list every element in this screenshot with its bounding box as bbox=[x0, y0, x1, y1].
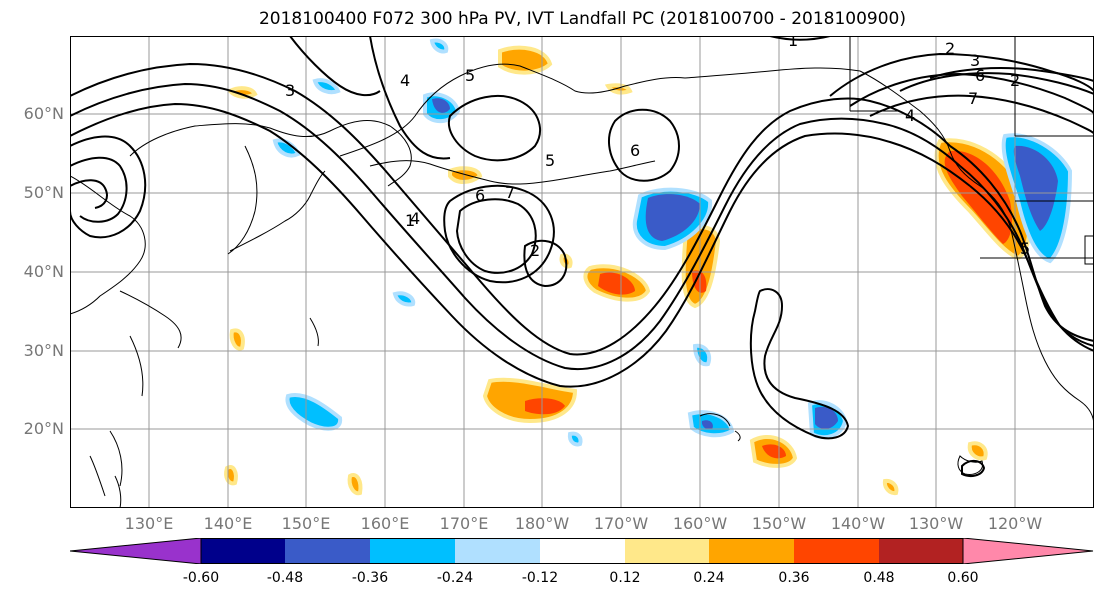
contour-label: 2 bbox=[1010, 71, 1020, 90]
positive-anomaly-patch bbox=[598, 272, 635, 295]
negative-anomaly-patch bbox=[701, 420, 713, 430]
colorbar-tick-label: -0.24 bbox=[436, 570, 474, 586]
colorbar-tick-label: -0.60 bbox=[182, 570, 220, 586]
negative-anomaly-patch bbox=[815, 406, 838, 429]
coastlines bbox=[70, 36, 1094, 508]
colorbar bbox=[70, 538, 1094, 564]
colorbar-tick-label: 0.24 bbox=[693, 570, 725, 586]
positive-anomaly-patch bbox=[967, 441, 988, 461]
lat-label: 30°N bbox=[23, 341, 64, 360]
positive-anomaly-patch bbox=[347, 473, 363, 496]
positive-anomaly-patch bbox=[448, 166, 483, 184]
contour-label: 1 bbox=[405, 211, 415, 230]
colorbar-bin bbox=[625, 538, 709, 564]
contour-labels: 1 2 3 4 5 6 7 1 2 3 4 5 6 7 5 2 6 4 bbox=[285, 36, 1030, 260]
colorbar-tick-label: 0.60 bbox=[947, 570, 979, 586]
map-frame bbox=[70, 36, 1094, 508]
positive-anomaly-patch bbox=[692, 270, 707, 293]
lat-label: 60°N bbox=[23, 104, 64, 123]
contour-label: 2 bbox=[530, 241, 540, 260]
positive-anomaly-patch bbox=[762, 444, 786, 459]
positive-anomaly-patch bbox=[229, 328, 245, 351]
colorbar-tick-label: 0.36 bbox=[778, 570, 810, 586]
contour-label: 4 bbox=[400, 71, 410, 90]
colorbar-tick-label: -0.48 bbox=[266, 570, 304, 586]
contour-label: 6 bbox=[630, 141, 640, 160]
lat-label: 50°N bbox=[23, 183, 64, 202]
contour-label: 3 bbox=[285, 81, 295, 100]
colorbar-extend-high bbox=[962, 538, 1094, 564]
positive-anomaly-patch bbox=[944, 150, 1013, 244]
positive-anomaly-patch bbox=[226, 86, 258, 99]
lon-label: 140°W bbox=[830, 514, 886, 533]
contour-label: 5 bbox=[1020, 239, 1030, 258]
colorbar-bin bbox=[370, 538, 455, 564]
lon-label: 120°W bbox=[987, 514, 1043, 533]
lon-label: 180°W bbox=[514, 514, 570, 533]
lon-label: 150°E bbox=[281, 514, 331, 533]
negative-anomaly-patch bbox=[645, 194, 700, 241]
colorbar-bin bbox=[540, 538, 625, 564]
negative-anomaly-patch bbox=[392, 291, 416, 307]
contour-label: 7 bbox=[968, 89, 978, 108]
lat-label: 20°N bbox=[23, 419, 64, 438]
positive-anomaly-patch bbox=[224, 465, 238, 486]
colorbar-tick-label: 0.48 bbox=[863, 570, 895, 586]
map-panel: 1 2 3 4 5 6 7 1 2 3 4 5 6 7 5 2 6 4 bbox=[70, 36, 1094, 508]
colorbar-bin bbox=[879, 538, 963, 564]
contour-label: 6 bbox=[475, 186, 485, 205]
positive-anomaly-patch bbox=[882, 478, 899, 496]
lon-label: 130°E bbox=[124, 514, 174, 533]
positive-anomaly-patch bbox=[604, 83, 633, 95]
contour-label: 4 bbox=[905, 106, 915, 125]
lon-label: 140°E bbox=[203, 514, 253, 533]
lon-label: 160°E bbox=[360, 514, 410, 533]
colorbar-extend-low bbox=[70, 538, 202, 564]
contour-label: 3 bbox=[970, 51, 980, 70]
colorbar-bin bbox=[709, 538, 794, 564]
contour-label: 1 bbox=[788, 36, 798, 50]
contour-label: 7 bbox=[505, 183, 515, 202]
pv-contours bbox=[70, 36, 1094, 477]
colorbar-tick-label: 0.12 bbox=[609, 570, 641, 586]
negative-anomaly-patch bbox=[432, 98, 450, 113]
pc-shading-layer bbox=[224, 38, 1073, 496]
negative-anomaly-patch bbox=[285, 393, 343, 431]
lon-label: 160°W bbox=[672, 514, 728, 533]
contour-label: 2 bbox=[945, 39, 955, 58]
colorbar-bin bbox=[455, 538, 540, 564]
contour-label: 6 bbox=[975, 66, 985, 85]
lat-lon-grid bbox=[70, 36, 1094, 508]
negative-anomaly-patch bbox=[1013, 145, 1058, 231]
lon-label: 130°W bbox=[908, 514, 964, 533]
colorbar-bin bbox=[201, 538, 285, 564]
positive-anomaly-patch bbox=[525, 398, 565, 415]
lon-label: 170°E bbox=[439, 514, 489, 533]
colorbar-tick-label: -0.12 bbox=[521, 570, 559, 586]
negative-anomaly-patch bbox=[312, 78, 341, 95]
map-title: 2018100400 F072 300 hPa PV, IVT Landfall… bbox=[258, 9, 906, 29]
negative-anomaly-patch bbox=[567, 431, 583, 447]
lon-label: 170°W bbox=[593, 514, 649, 533]
negative-anomaly-patch bbox=[692, 343, 712, 367]
lat-label: 40°N bbox=[23, 262, 64, 281]
contour-label: 4 bbox=[410, 209, 420, 228]
colorbar-bin bbox=[285, 538, 370, 564]
colorbar-tick-label: -0.36 bbox=[351, 570, 389, 586]
contour-label: 5 bbox=[545, 151, 555, 170]
positive-anomaly-patch bbox=[498, 45, 553, 75]
contour-label: 5 bbox=[465, 66, 475, 85]
colorbar-bin bbox=[794, 538, 879, 564]
lon-label: 150°W bbox=[751, 514, 807, 533]
negative-anomaly-patch bbox=[429, 38, 449, 54]
